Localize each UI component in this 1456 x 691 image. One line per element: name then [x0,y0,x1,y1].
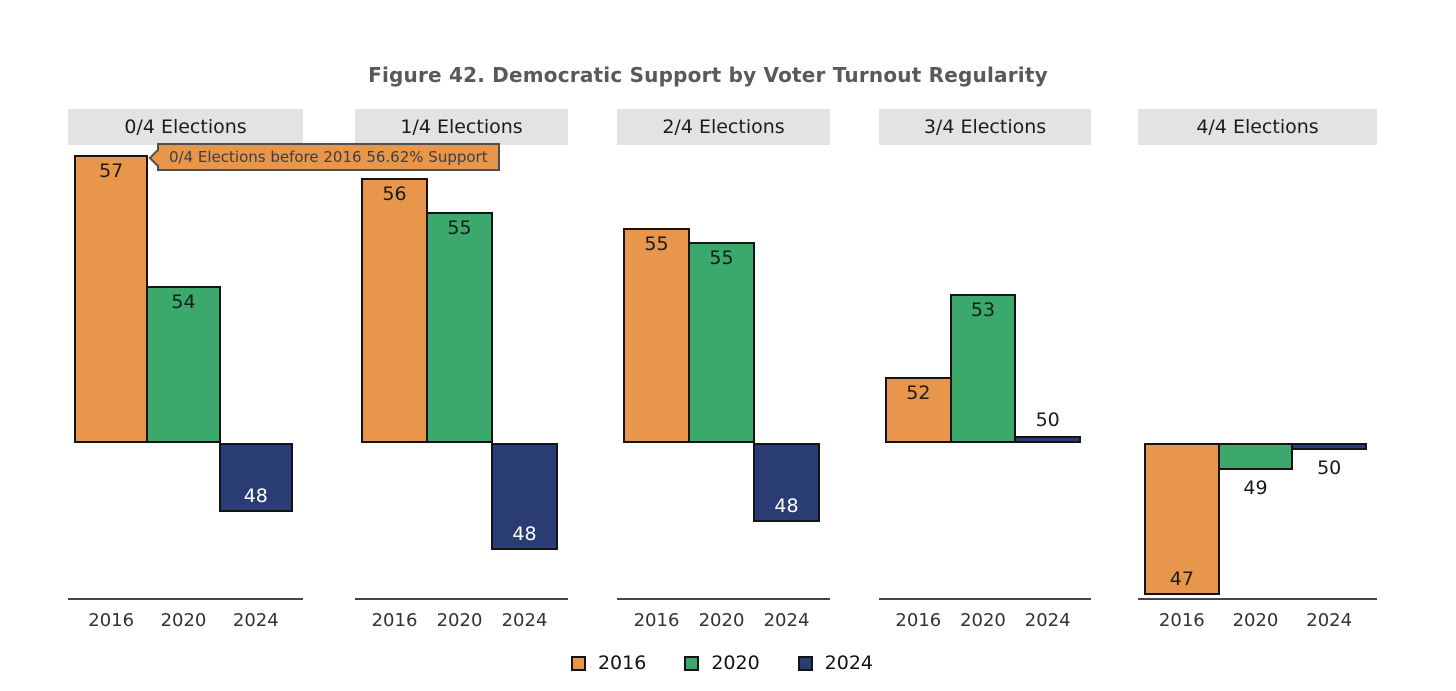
x-tick-label-2024: 2024 [501,610,548,631]
bar-2024-4-4[interactable] [1291,443,1367,450]
x-tick-label-2020: 2020 [436,610,483,631]
bar-2016-2-4[interactable] [623,227,690,443]
panel-4-4-elections: 4/4 Elections 47 49 50 2016 2020 2024 [1138,109,1377,649]
bar-value-label: 53 [970,299,996,322]
x-axis-line [68,598,303,600]
bar-2020-0-4[interactable] [146,286,221,443]
tooltip-text: 0/4 Elections before 2016 56.62% Support [169,148,488,166]
x-tick-label-2024: 2024 [1024,610,1071,631]
panel-1-4-elections: 1/4 Elections 56 55 48 2016 2020 2024 [355,109,568,649]
legend-swatch-icon [797,655,813,671]
bar-value-label: 55 [447,216,472,239]
x-tick-label-2020: 2020 [698,610,745,631]
panel-header: 1/4 Elections [355,109,568,145]
bar-value-label: 52 [906,381,931,404]
x-tick-label-2020: 2020 [160,610,207,631]
panel-header: 3/4 Elections [879,109,1091,145]
bar-value-label: 48 [774,494,799,517]
x-tick-label-2020: 2020 [1232,610,1279,631]
x-tick-label-2016: 2016 [1158,610,1205,631]
x-tick-label-2016: 2016 [895,610,942,631]
bar-2024-0-4[interactable] [218,443,293,513]
bar-2024-3-4[interactable] [1014,436,1081,443]
x-axis-line [879,598,1091,600]
panel-header: 2/4 Elections [617,109,830,145]
tooltip: 0/4 Elections before 2016 56.62% Support [148,143,500,171]
panel-0-4-elections: 0/4 Elections 57 54 48 2016 2020 2024 [68,109,303,649]
x-axis-line [355,598,568,600]
legend-label: 2024 [824,652,874,674]
panel-header: 4/4 Elections [1138,109,1377,145]
bar-value-label: 48 [512,523,537,545]
bar-2020-1-4[interactable] [426,211,493,443]
legend-swatch-icon [570,655,586,671]
x-tick-label-2016: 2016 [371,610,418,631]
bar-2020-3-4[interactable] [949,294,1017,443]
bar-value-label: 56 [382,182,407,205]
bar-value-label: 55 [709,247,734,270]
x-axis-line [617,598,830,600]
x-tick-label-2024: 2024 [763,610,810,631]
bar-value-label: 48 [243,485,268,508]
x-tick-label-2016: 2016 [633,610,680,631]
legend-label: 2020 [711,652,760,674]
legend-item-2024: 2024 [797,652,874,674]
legend-item-2020: 2020 [684,652,760,674]
bar-2016-4-4[interactable] [1144,443,1220,595]
bar-value-label: 49 [1243,476,1268,499]
panel-2-4-elections: 2/4 Elections 55 55 48 2016 2020 2024 [617,109,830,649]
bar-2020-4-4[interactable] [1217,443,1294,470]
x-tick-label-2024: 2024 [1306,610,1353,631]
legend: 2016 2020 2024 [0,652,1444,674]
x-tick-label-2016: 2016 [88,610,135,631]
bar-value-label: 50 [1317,456,1342,479]
bar-2016-1-4[interactable] [361,177,428,443]
bar-value-label: 55 [644,232,669,255]
bar-2020-2-4[interactable] [688,242,755,443]
legend-swatch-icon [684,655,700,671]
legend-item-2016: 2016 [570,652,647,674]
bar-2016-0-4[interactable] [74,155,149,443]
bar-value-label: 47 [1169,567,1194,590]
bar-value-label: 50 [1035,409,1060,432]
chart-title: Figure 42. Democratic Support by Voter T… [368,63,1048,87]
bar-value-label: 54 [171,291,196,314]
x-tick-label-2024: 2024 [232,610,279,631]
panel-3-4-elections: 3/4 Elections 52 53 50 2016 2020 2024 [879,109,1091,649]
bar-value-label: 57 [99,160,124,183]
bar-2024-1-4[interactable] [491,443,558,550]
legend-label: 2016 [597,652,647,674]
panel-header: 0/4 Elections [68,109,303,145]
bar-2024-2-4[interactable] [753,443,820,522]
x-tick-label-2020: 2020 [960,610,1006,631]
x-axis-line [1138,598,1377,600]
